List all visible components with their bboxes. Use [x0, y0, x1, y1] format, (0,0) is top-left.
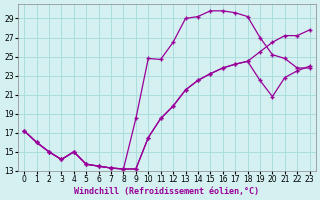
X-axis label: Windchill (Refroidissement éolien,°C): Windchill (Refroidissement éolien,°C)	[74, 187, 260, 196]
